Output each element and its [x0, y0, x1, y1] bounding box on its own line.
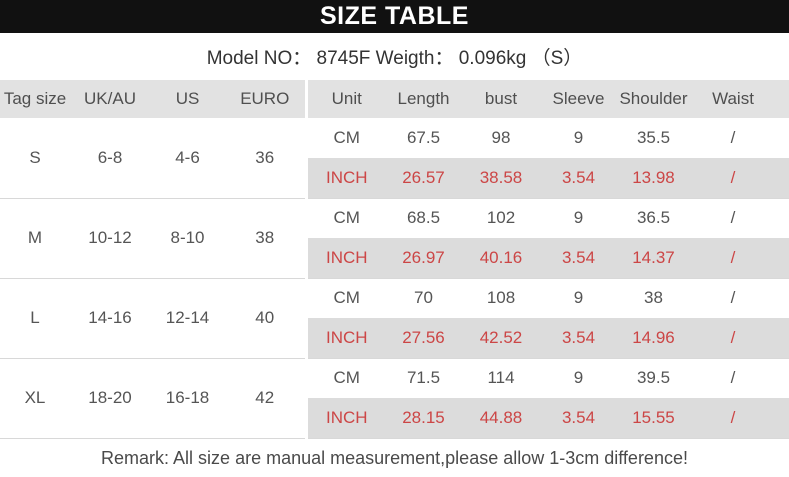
sleeve-cm-s: 9: [573, 128, 584, 147]
us-cell-xl: 16-18: [150, 357, 225, 439]
sleeve-cm-l: 9: [541, 277, 616, 318]
unit-cell-inch-xl: INCH: [304, 398, 386, 439]
size-table: Tag size UK/AU US EURO Unit Length bust Sleeve S…: [0, 80, 789, 439]
col-header-us: US: [150, 80, 225, 118]
header-row: Tag size UK/AU US EURO Unit Length bust Sleeve S…: [0, 80, 789, 118]
size-row-m-cm: M 10-12 8-10 38 CM 68.5 102 9 36.5/: [0, 197, 789, 278]
unit-cell-inch-s: INCH: [304, 158, 386, 198]
length-cm-l: 70: [386, 277, 461, 318]
unit-cell-cm-s: CM: [304, 118, 386, 158]
shoulder-cm-l: 38: [616, 277, 691, 318]
shoulder-cm-s: 35.5: [636, 128, 671, 147]
waist-cm-s: /: [730, 128, 736, 147]
us-cell-s: 4-6: [175, 147, 200, 167]
length-cm-s: 67.5: [406, 128, 441, 147]
length-cm-m: 68.5: [386, 197, 461, 238]
shoulder-inch-l: 14.96: [616, 318, 691, 358]
size-row-xl-inch: INCH 28.15 44.88 3.54 15.55/: [0, 398, 789, 439]
length-inch-xl: 28.15: [386, 398, 461, 439]
uk-au-cell-xl: 18-20: [70, 357, 150, 439]
col-header-uk-au: UK/AU: [70, 80, 150, 118]
shoulder-cm-m: 36.5: [616, 197, 691, 238]
size-table-banner: SIZE TABLE: [0, 0, 789, 33]
size-row-l-cm: L 14-16 12-14 40 CM 70 108 9 38/: [0, 277, 789, 358]
shoulder-cm-xl: 39.5: [616, 357, 691, 398]
tag-size-cell-l: L: [0, 277, 70, 358]
bust-inch-m: 40.16: [461, 238, 541, 278]
sleeve-inch-s: 3.54: [541, 158, 616, 198]
col-header-unit: Unit: [304, 80, 386, 118]
bust-cm-s: 98: [491, 128, 511, 147]
size-row-m-inch: INCH 26.97 40.16 3.54 14.37/: [0, 238, 789, 278]
size-row-s-cm: S 6-8 4-6 36 CM 67.5 98 9 35.5 /: [0, 118, 789, 167]
col-header-length: Length: [386, 80, 461, 118]
shoulder-inch-m: 14.37: [616, 238, 691, 278]
size-table-header: Tag size UK/AU US EURO Unit Length bust Sleeve S…: [0, 80, 789, 118]
unit-cell-inch-m: INCH: [304, 238, 386, 278]
euro-cell-xl: 42: [225, 357, 306, 439]
unit-cell-cm-xl: CM: [304, 357, 386, 398]
waist-inch-s: /: [691, 158, 789, 198]
uk-au-cell-m: 10-12: [70, 197, 150, 278]
model-info-line: Model NO： 8745F Weigth： 0.096kg （S）: [206, 48, 583, 69]
shoulder-inch-s: 13.98: [616, 158, 691, 198]
euro-cell-s: 36: [255, 147, 275, 167]
bust-cm-xl: 114: [461, 357, 541, 398]
size-row-s-inch: INCH 26.57 38.58 3.54 13.98/: [0, 158, 789, 198]
length-cm-xl: 71.5: [386, 357, 461, 398]
us-cell-l: 12-14: [150, 277, 225, 358]
size-row-xl-cm: XL 18-20 16-18 42 CM 71.5 114 9 39.5/: [0, 357, 789, 439]
page-title: SIZE TABLE: [320, 2, 469, 30]
col-header-shoulder: Shoulder: [616, 80, 691, 118]
waist-cm-m: /: [691, 197, 789, 238]
bust-inch-l: 42.52: [461, 318, 541, 358]
tag-size-cell-xl: XL: [0, 357, 70, 439]
waist-inch-xl: /: [691, 398, 789, 439]
col-header-sleeve: Sleeve: [541, 80, 616, 118]
shoulder-inch-xl: 15.55: [616, 398, 691, 439]
size-row-l-inch: INCH 27.56 42.52 3.54 14.96/: [0, 318, 789, 358]
uk-au-cell-l: 14-16: [70, 277, 150, 358]
waist-cm-xl: /: [691, 357, 789, 398]
uk-au-cell-s: 6-8: [97, 147, 123, 167]
bust-cm-l: 108: [461, 277, 541, 318]
col-header-bust: bust: [461, 80, 541, 118]
sleeve-inch-xl: 3.54: [541, 398, 616, 439]
remark-text: Remark: All size are manual measurement,…: [101, 447, 688, 468]
length-inch-m: 26.97: [386, 238, 461, 278]
length-inch-s: 26.57: [386, 158, 461, 198]
tag-size-cell-s: S: [29, 147, 41, 167]
length-inch-l: 27.56: [386, 318, 461, 358]
unit-cell-cm-l: CM: [304, 277, 386, 318]
bust-inch-xl: 44.88: [461, 398, 541, 439]
unit-cell-cm-m: CM: [304, 197, 386, 238]
tag-size-cell-m: M: [0, 197, 70, 278]
bust-inch-s: 38.58: [461, 158, 541, 198]
size-table-body: S 6-8 4-6 36 CM 67.5 98 9 35.5/INCH 26.57 38.58 3.5…: [0, 118, 789, 439]
bust-cm-m: 102: [461, 197, 541, 238]
waist-inch-m: /: [691, 238, 789, 278]
euro-cell-l: 40: [225, 277, 306, 358]
col-header-waist: Waist: [691, 80, 789, 118]
sleeve-inch-l: 3.54: [541, 318, 616, 358]
sleeve-cm-xl: 9: [541, 357, 616, 398]
euro-cell-m: 38: [225, 197, 306, 278]
sleeve-cm-m: 9: [541, 197, 616, 238]
sleeve-inch-m: 3.54: [541, 238, 616, 278]
waist-inch-l: /: [691, 318, 789, 358]
us-cell-m: 8-10: [150, 197, 225, 278]
col-header-tag-size: Tag size: [0, 80, 70, 118]
col-header-euro: EURO: [225, 80, 306, 118]
unit-cell-inch-l: INCH: [304, 318, 386, 358]
waist-cm-l: /: [691, 277, 789, 318]
